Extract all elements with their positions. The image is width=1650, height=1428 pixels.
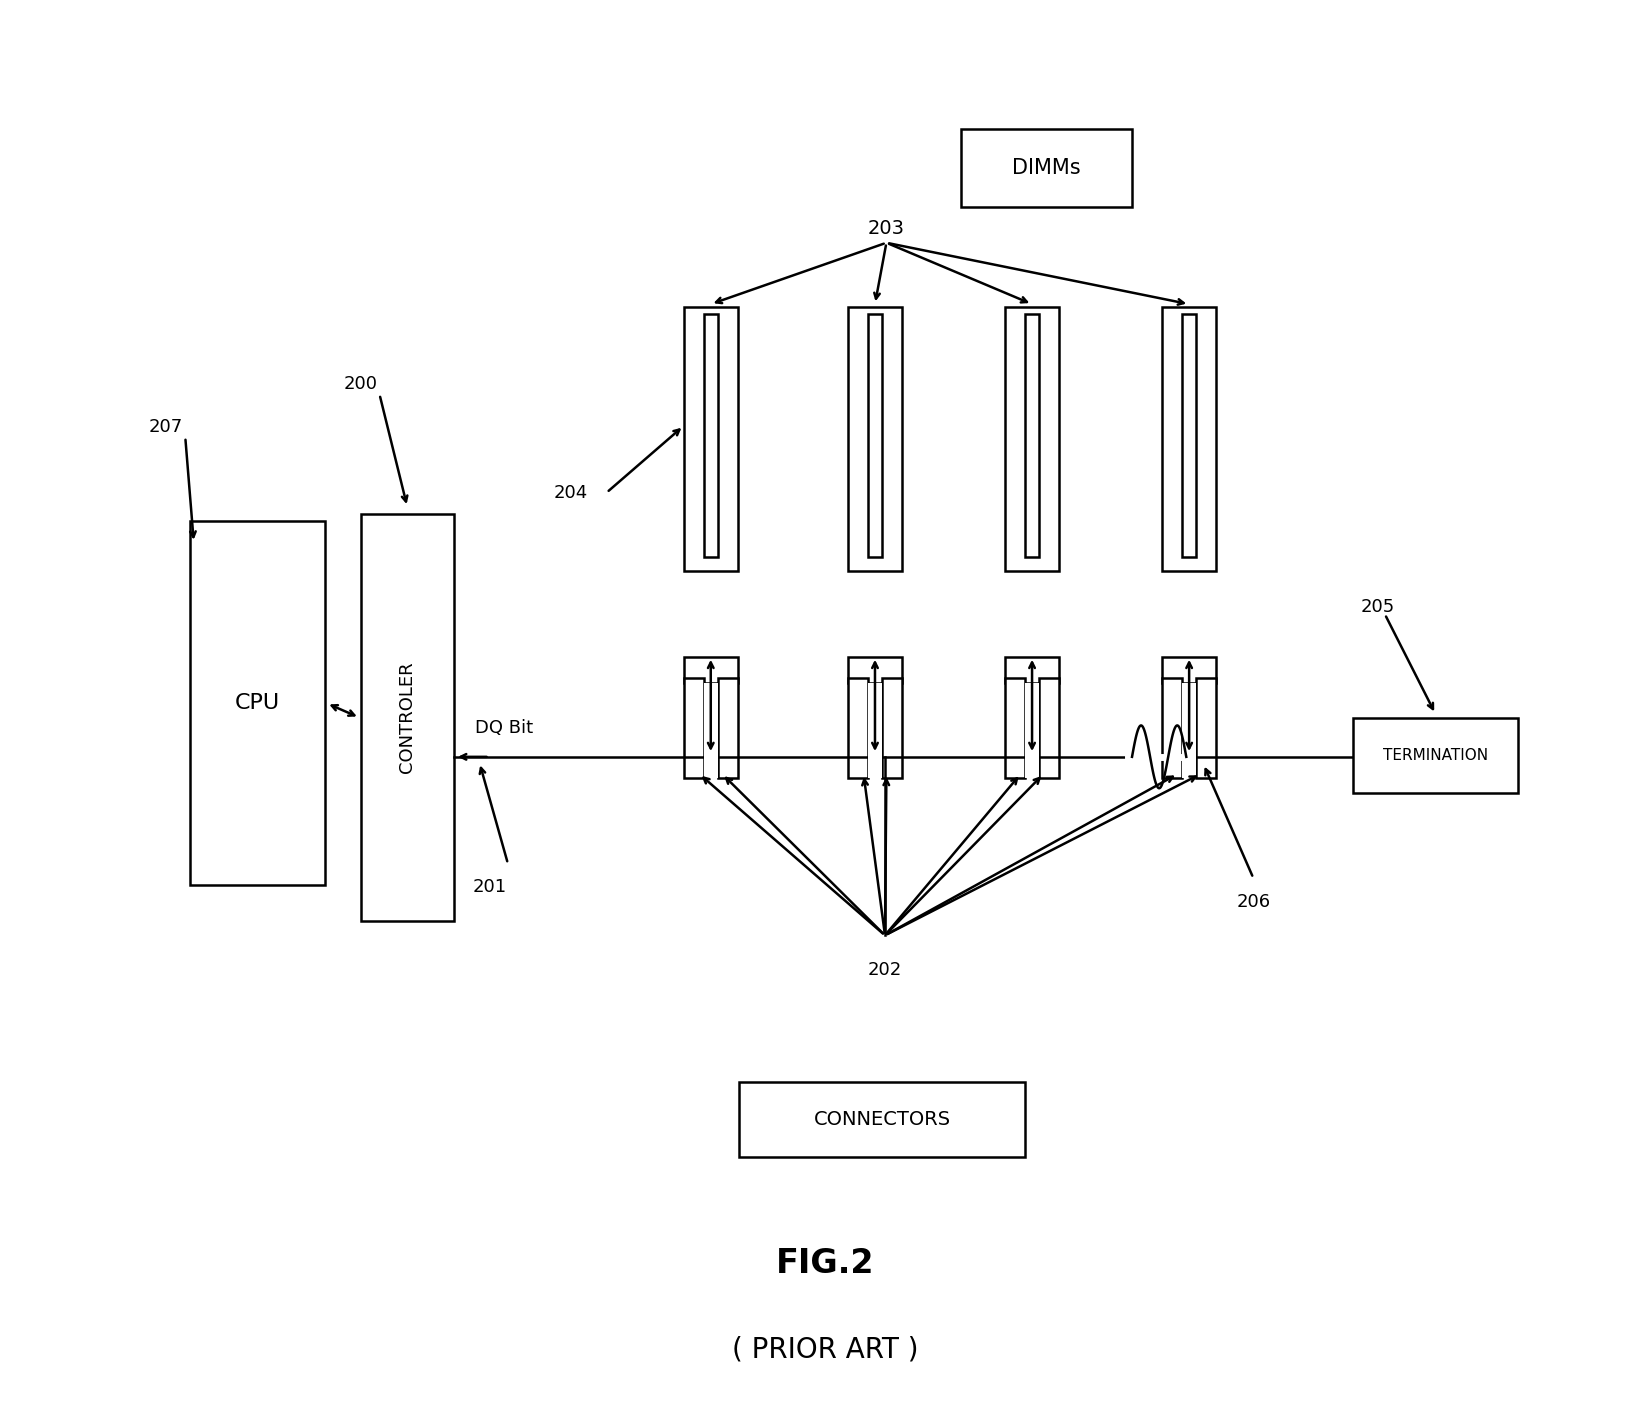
Bar	[1040, 678, 1059, 778]
Bar	[1181, 683, 1196, 778]
Text: DQ Bit: DQ Bit	[475, 718, 533, 737]
Bar	[1005, 307, 1059, 571]
Bar	[868, 683, 883, 778]
Bar	[1196, 678, 1216, 778]
Text: CONNECTORS: CONNECTORS	[813, 1110, 950, 1130]
Text: 202: 202	[868, 961, 903, 980]
Bar	[1025, 683, 1040, 778]
Bar	[703, 314, 718, 557]
Bar	[718, 678, 738, 778]
Bar	[1005, 657, 1059, 683]
Bar	[1162, 307, 1216, 571]
Bar	[848, 678, 868, 778]
Text: 205: 205	[1361, 598, 1394, 615]
Bar	[1025, 314, 1040, 557]
Text: 201: 201	[472, 878, 507, 897]
Text: 203: 203	[868, 218, 904, 238]
Bar	[1162, 678, 1181, 778]
Bar	[703, 314, 718, 557]
Bar	[1353, 718, 1518, 793]
Bar	[739, 1082, 1025, 1157]
Bar	[683, 657, 738, 683]
Bar	[1181, 314, 1196, 557]
Text: 206: 206	[1236, 892, 1270, 911]
Text: 200: 200	[343, 374, 378, 393]
Bar	[361, 514, 454, 921]
Bar	[868, 314, 883, 557]
Bar	[848, 307, 903, 571]
Bar	[1005, 678, 1025, 778]
Bar	[683, 678, 703, 778]
Bar	[190, 521, 325, 885]
Text: 204: 204	[554, 484, 587, 501]
Bar	[848, 657, 903, 683]
Bar	[960, 129, 1132, 207]
Bar	[1162, 657, 1216, 683]
Text: CONTROLER: CONTROLER	[398, 661, 416, 774]
Text: FIG.2: FIG.2	[776, 1247, 875, 1281]
Bar	[683, 307, 738, 571]
Bar	[1181, 314, 1196, 557]
Text: CPU: CPU	[234, 693, 280, 714]
Bar	[868, 314, 883, 557]
Text: TERMINATION: TERMINATION	[1383, 748, 1488, 763]
Bar	[1025, 314, 1040, 557]
Text: DIMMs: DIMMs	[1011, 157, 1081, 178]
Text: ( PRIOR ART ): ( PRIOR ART )	[731, 1335, 919, 1364]
Text: 207: 207	[148, 417, 183, 436]
Bar	[703, 683, 718, 778]
Bar	[883, 678, 903, 778]
